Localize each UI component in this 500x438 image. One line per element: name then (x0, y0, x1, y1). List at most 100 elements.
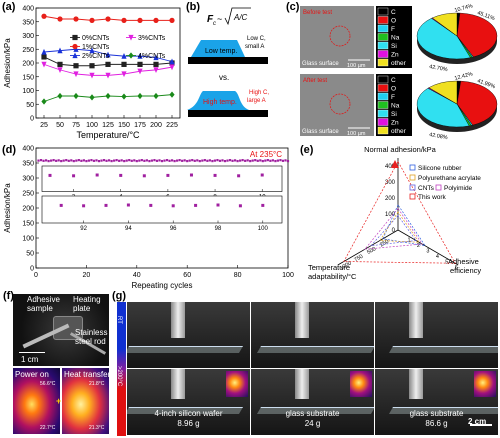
data-point-d (274, 159, 277, 163)
data-point-a (105, 51, 111, 58)
radar-tick-left: 1000 (339, 260, 353, 271)
pct-label-c: 42.70% (429, 64, 449, 73)
x-tick-label-a: 25 (40, 122, 48, 129)
data-point-d (193, 159, 196, 162)
temp-t3: 21.8°C (89, 381, 105, 387)
substrate-plate (127, 346, 244, 353)
micrograph-label: Before test (303, 10, 332, 16)
data-point-d (201, 159, 204, 162)
legend-marker-a (72, 52, 78, 59)
inset-point-d (166, 173, 170, 177)
radar-axis-right-label: efficiency (450, 266, 481, 275)
x-axis-label-a: Temperature/°C (76, 130, 140, 140)
x-axis-label-d: Repeating cycles (132, 281, 193, 290)
panel-label-e: (e) (300, 144, 314, 156)
data-point-d (163, 159, 166, 162)
data-point-a (41, 54, 47, 60)
temp-t2: 22.7°C (40, 425, 56, 431)
sample-mass: 86.6 g (425, 419, 448, 428)
data-point-a (73, 92, 79, 100)
panel-label-f: (f) (3, 290, 14, 302)
data-point-d (153, 159, 156, 162)
inset-point-d (82, 204, 86, 208)
data-point-d (148, 159, 151, 163)
x-tick-label-a: 225 (166, 122, 178, 129)
inset-point-d (260, 173, 264, 177)
inset-tick-label-d: 98 (215, 226, 222, 232)
y-tick-label-d: 200 (22, 206, 34, 213)
inset-point-d (238, 204, 242, 208)
y-tick-label-d: 0 (30, 266, 34, 273)
radar-legend-marker (409, 174, 416, 181)
data-point-d (221, 159, 224, 162)
y-tick-label-d: 300 (22, 176, 34, 183)
data-point-d (57, 159, 60, 162)
data-point-a (105, 72, 111, 79)
inset-tick-label-d: 92 (80, 226, 87, 232)
radar-series (382, 204, 426, 247)
data-point-a (153, 61, 159, 67)
y-tick-label-a: 100 (22, 88, 34, 95)
y-tick-label-d: 100 (22, 236, 34, 243)
data-point-d (50, 159, 53, 162)
data-point-d (118, 159, 121, 162)
pie-slice (428, 80, 458, 105)
data-point-d (158, 159, 161, 162)
data-point-a (121, 61, 127, 67)
legend-marker-a (128, 34, 134, 41)
data-point-d (47, 159, 50, 163)
region-circle (329, 25, 351, 47)
panel-label-c: (c) (286, 1, 300, 13)
data-point-d (259, 159, 262, 162)
substrate-plate (256, 346, 374, 353)
legend-label-c: Na (391, 103, 400, 110)
radar-axis-left-label: adaptability/°C (308, 272, 357, 281)
scale-label-c: 100 µm (347, 63, 366, 69)
data-point-d (120, 159, 123, 162)
data-point-d (266, 159, 269, 162)
data-point-a (137, 92, 143, 100)
y-tick-label-d: 400 (22, 146, 34, 153)
data-point-a (121, 93, 127, 100)
inset-point-d (213, 173, 217, 177)
formula-root: A/C (233, 13, 248, 22)
legend-swatch-c (377, 126, 389, 135)
data-point-d (223, 159, 227, 163)
data-point-a (169, 17, 175, 23)
data-point-d (115, 159, 118, 162)
data-point-a (73, 46, 79, 52)
panel-g-photos: 4-inch silicon wafer 8.96 g glass substrat… (127, 302, 499, 436)
data-point-a (121, 17, 127, 23)
pct-label-c: 12.42% (454, 71, 474, 82)
this-work-star (391, 160, 399, 168)
holder-rod (295, 369, 309, 399)
data-point-d (155, 159, 159, 162)
temp-t1: 56.6°C (40, 381, 56, 387)
legend-swatch-c (377, 92, 389, 101)
radar-tick-right: 5 (445, 260, 448, 266)
data-point-d (143, 159, 146, 162)
holder-rod (295, 302, 309, 338)
pie-slice (456, 12, 498, 58)
data-point-d (168, 159, 171, 162)
data-point-d (281, 159, 285, 162)
data-point-d (254, 159, 257, 162)
inset-point-d (237, 174, 241, 178)
high-temp-label: High temp. (203, 99, 237, 106)
radar-legend-marker (435, 184, 442, 191)
legend-label-a: 3%CNTs (138, 35, 166, 42)
data-point-d (102, 159, 106, 162)
data-point-d (95, 159, 98, 162)
y-tick-label-a: 0 (30, 116, 34, 123)
pie-slice (456, 80, 498, 126)
data-point-d (60, 159, 63, 163)
inset-point-d (149, 203, 153, 207)
data-point-a (89, 47, 95, 54)
y-tick-label-d: 350 (22, 161, 34, 168)
legend-label-a: 2%CNTs (82, 53, 110, 60)
data-point-a (137, 53, 143, 59)
low-note-1: Low C, (247, 36, 266, 42)
legend-label-c: Zn (391, 52, 399, 59)
data-point-d (77, 159, 80, 162)
